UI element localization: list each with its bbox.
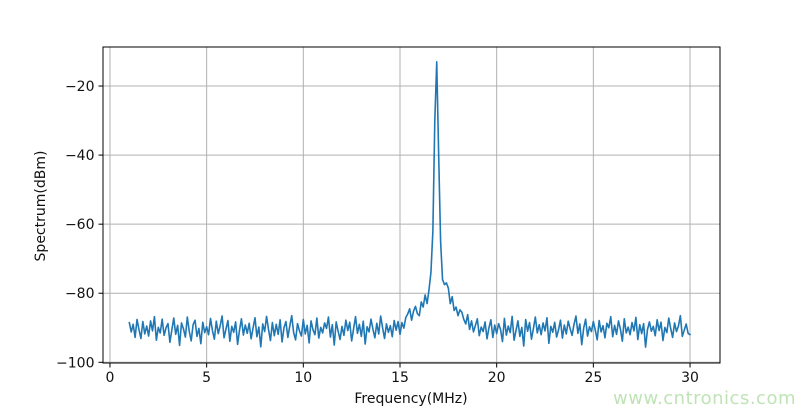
y-tick-label: −40 xyxy=(65,148,95,164)
y-tick-label: −20 xyxy=(65,79,95,95)
gridlines xyxy=(103,47,720,363)
x-tick-label: 15 xyxy=(391,370,409,386)
y-tick-label: −80 xyxy=(65,286,95,302)
y-tick-label: −100 xyxy=(56,355,94,371)
x-tick-label: 5 xyxy=(202,370,211,386)
y-tick-label: −60 xyxy=(65,217,95,233)
x-tick-label: 30 xyxy=(681,370,699,386)
axis-tick-marks xyxy=(98,85,691,368)
plot-frame xyxy=(102,46,721,364)
y-axis-label: Spectrum(dBm) xyxy=(33,151,49,262)
x-tick-label: 10 xyxy=(294,370,312,386)
x-tick-label: 0 xyxy=(105,370,114,386)
x-tick-label: 25 xyxy=(584,370,602,386)
spectrum-trace xyxy=(128,61,691,348)
x-axis-label: Frequency(MHz) xyxy=(354,391,467,407)
x-tick-label: 20 xyxy=(488,370,506,386)
axis-tick-labels: 0 5 10 15 20 25 30 −100 −80 −60 −40 −20 xyxy=(56,79,699,386)
watermark: www.cntronics.com xyxy=(613,388,796,409)
